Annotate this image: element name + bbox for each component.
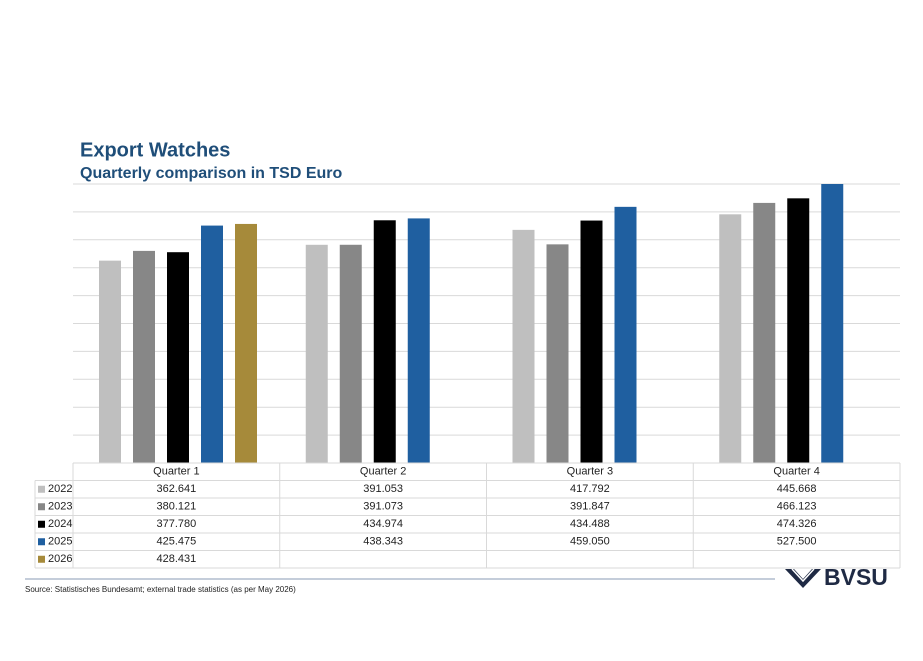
- data-label: 434.974: [363, 518, 403, 530]
- legend-swatch: [38, 538, 45, 546]
- data-table: Quarter 1 Quarter 2 Quarter 3 Quarter 4 2022…: [34, 462, 901, 569]
- bar: [407, 218, 430, 463]
- data-label: 391.847: [570, 501, 610, 513]
- data-label: 445.668: [777, 483, 817, 495]
- bar: [753, 202, 776, 463]
- column-header: Quarter 2: [360, 466, 406, 478]
- chart-subtitle: Quarterly comparison in TSD Euro: [80, 165, 343, 182]
- bar: [133, 250, 155, 463]
- bar: [821, 184, 844, 463]
- column-header: Quarter 3: [567, 466, 613, 478]
- data-label: 380.121: [156, 501, 196, 513]
- bar: [373, 220, 396, 463]
- data-label: 434.488: [570, 518, 610, 530]
- legend-swatch: [38, 503, 45, 511]
- legend-swatch: [38, 520, 45, 528]
- legend-label: 2023: [48, 501, 72, 513]
- data-label: 474.326: [777, 518, 817, 530]
- bar: [614, 206, 637, 463]
- bar: [201, 225, 223, 463]
- bar: [787, 198, 810, 463]
- data-label: 425.475: [156, 536, 196, 548]
- bar: [167, 252, 189, 463]
- grid: [73, 183, 900, 464]
- data-label: 428.431: [156, 553, 196, 565]
- bar: [235, 223, 257, 463]
- data-label: 391.053: [363, 483, 403, 495]
- bar: [339, 244, 362, 463]
- chart-title: Export Watches: [80, 139, 230, 161]
- legend-label: 2022: [48, 483, 72, 495]
- column-header: Quarter 4: [773, 466, 819, 478]
- source-note: Source: Statistisches Bundesamt; externa…: [25, 585, 296, 594]
- data-label: 362.641: [156, 483, 196, 495]
- logo-icon-line: [791, 568, 815, 583]
- legend-label: 2025: [48, 536, 72, 548]
- column-header: Quarter 1: [153, 466, 199, 478]
- data-label: 417.792: [570, 483, 610, 495]
- bar: [99, 260, 121, 463]
- legend-swatch: [38, 485, 45, 493]
- bar: [580, 220, 603, 463]
- legend-label: 2026: [48, 553, 72, 565]
- data-label: 391.073: [363, 501, 403, 513]
- legend-swatch: [38, 555, 45, 563]
- bar: [546, 244, 569, 463]
- logo-icon: [785, 569, 821, 588]
- legend-label: 2024: [48, 518, 72, 530]
- data-label: 527.500: [777, 536, 817, 548]
- data-label: 459.050: [570, 536, 610, 548]
- bar: [512, 229, 535, 463]
- bars: [99, 184, 844, 463]
- data-label: 466.123: [777, 501, 817, 513]
- bar: [719, 214, 742, 463]
- bar: [305, 244, 328, 463]
- data-label: 377.780: [156, 518, 196, 530]
- data-label: 438.343: [363, 536, 403, 548]
